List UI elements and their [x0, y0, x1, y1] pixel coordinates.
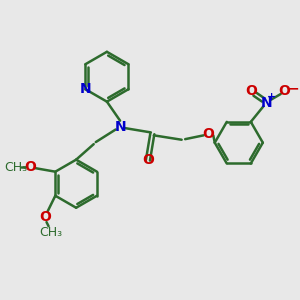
Text: N: N: [261, 96, 273, 110]
Text: O: O: [245, 84, 257, 98]
Text: O: O: [25, 160, 36, 174]
Text: CH₃: CH₃: [4, 161, 27, 174]
Text: −: −: [287, 81, 299, 95]
Text: +: +: [267, 92, 277, 102]
Text: CH₃: CH₃: [39, 226, 62, 238]
Text: O: O: [202, 127, 214, 141]
Text: O: O: [39, 210, 51, 224]
Text: N: N: [114, 120, 126, 134]
Text: N: N: [80, 82, 91, 96]
Text: O: O: [142, 153, 154, 167]
Text: O: O: [279, 84, 290, 98]
